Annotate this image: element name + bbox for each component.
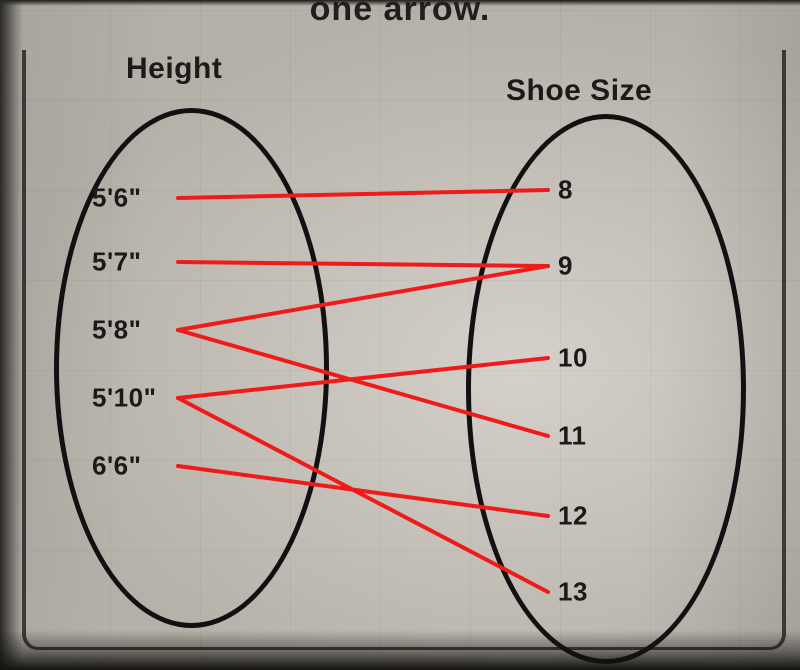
codomain-item: 9 xyxy=(558,251,573,282)
instruction-text-partial: one arrow. xyxy=(310,0,491,29)
worksheet-paper: one arrow. Height Shoe Size 5'6" 5'7" 5'8"… xyxy=(0,0,800,670)
domain-item: 6'6" xyxy=(92,451,141,482)
codomain-item: 8 xyxy=(558,175,573,206)
codomain-heading: Shoe Size xyxy=(506,74,652,108)
domain-item: 5'8" xyxy=(92,315,141,346)
codomain-item: 12 xyxy=(558,501,588,532)
domain-item: 5'6" xyxy=(92,183,141,214)
domain-item: 5'7" xyxy=(92,247,141,278)
codomain-item: 13 xyxy=(558,577,588,608)
domain-item: 5'10" xyxy=(92,383,156,414)
codomain-item: 11 xyxy=(558,421,587,452)
photo-edge xyxy=(0,0,22,670)
codomain-item: 10 xyxy=(558,343,588,374)
domain-heading: Height xyxy=(126,52,222,86)
codomain-oval xyxy=(466,114,746,664)
